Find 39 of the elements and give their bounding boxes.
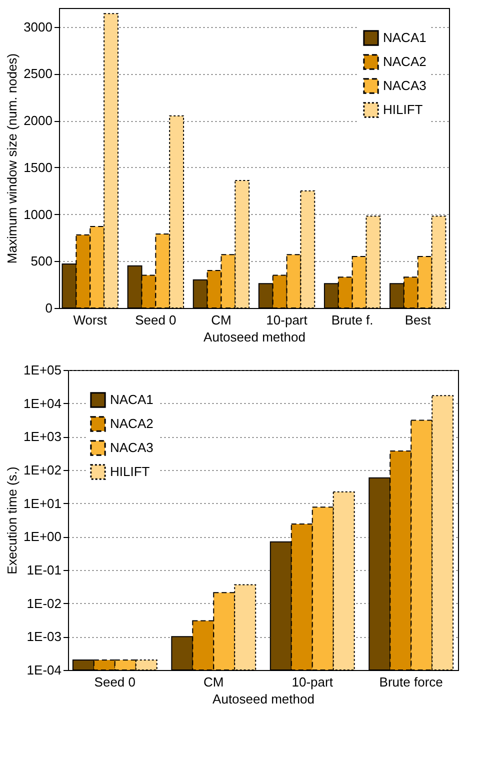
y-tick-label: 2000 <box>24 113 52 128</box>
y-tick-label: 1E-04 <box>26 662 62 678</box>
x-axis-title: Autoseed method <box>212 692 314 706</box>
y-tick-label: 500 <box>30 254 52 269</box>
y-tick-label: 1E+02 <box>24 462 62 478</box>
legend-label: NACA3 <box>383 78 426 93</box>
y-axis-title: Execution time (s.) <box>4 466 20 574</box>
y-tick-label: 1000 <box>24 206 52 222</box>
legend-label: NACA1 <box>110 392 154 407</box>
legend-label: HILIFT <box>110 464 150 479</box>
x-tick-label: CM <box>211 312 232 328</box>
y-tick-label: 1500 <box>24 160 52 175</box>
legend-label: NACA1 <box>383 30 426 45</box>
legend-label: NACA2 <box>383 54 426 69</box>
x-tick-label: Seed 0 <box>94 674 136 690</box>
x-tick-label: Seed 0 <box>135 312 176 328</box>
x-tick-label: 10-part <box>292 674 334 690</box>
x-tick-label: Worst <box>73 312 108 328</box>
y-tick-label: 2500 <box>24 66 52 82</box>
y-tick-label: 1E-02 <box>26 596 62 611</box>
x-tick-label: Brute f. <box>331 312 374 328</box>
y-tick-label: 1E-03 <box>26 629 62 644</box>
y-tick-label: 1E+01 <box>24 496 62 511</box>
x-axis-title: Autoseed method <box>204 330 306 344</box>
y-tick-label: 1E+03 <box>24 429 62 444</box>
legend-label: NACA3 <box>110 440 154 455</box>
y-tick-label: 0 <box>45 300 52 316</box>
x-tick-label: 10-part <box>266 312 308 328</box>
y-tick-label: 1E+04 <box>24 396 62 411</box>
legend-label: NACA2 <box>110 416 154 431</box>
y-tick-label: 1E-01 <box>26 562 62 578</box>
y-axis-title: Maximum window size (num. nodes) <box>4 53 20 264</box>
y-tick-label: 3000 <box>24 19 52 34</box>
y-tick-label: 1E+05 <box>24 362 62 378</box>
legend-label: HILIFT <box>383 102 423 117</box>
x-tick-label: Best <box>404 312 432 328</box>
y-tick-label: 1E+00 <box>24 529 62 544</box>
x-tick-label: Brute force <box>379 674 443 690</box>
x-tick-label: CM <box>204 674 224 690</box>
